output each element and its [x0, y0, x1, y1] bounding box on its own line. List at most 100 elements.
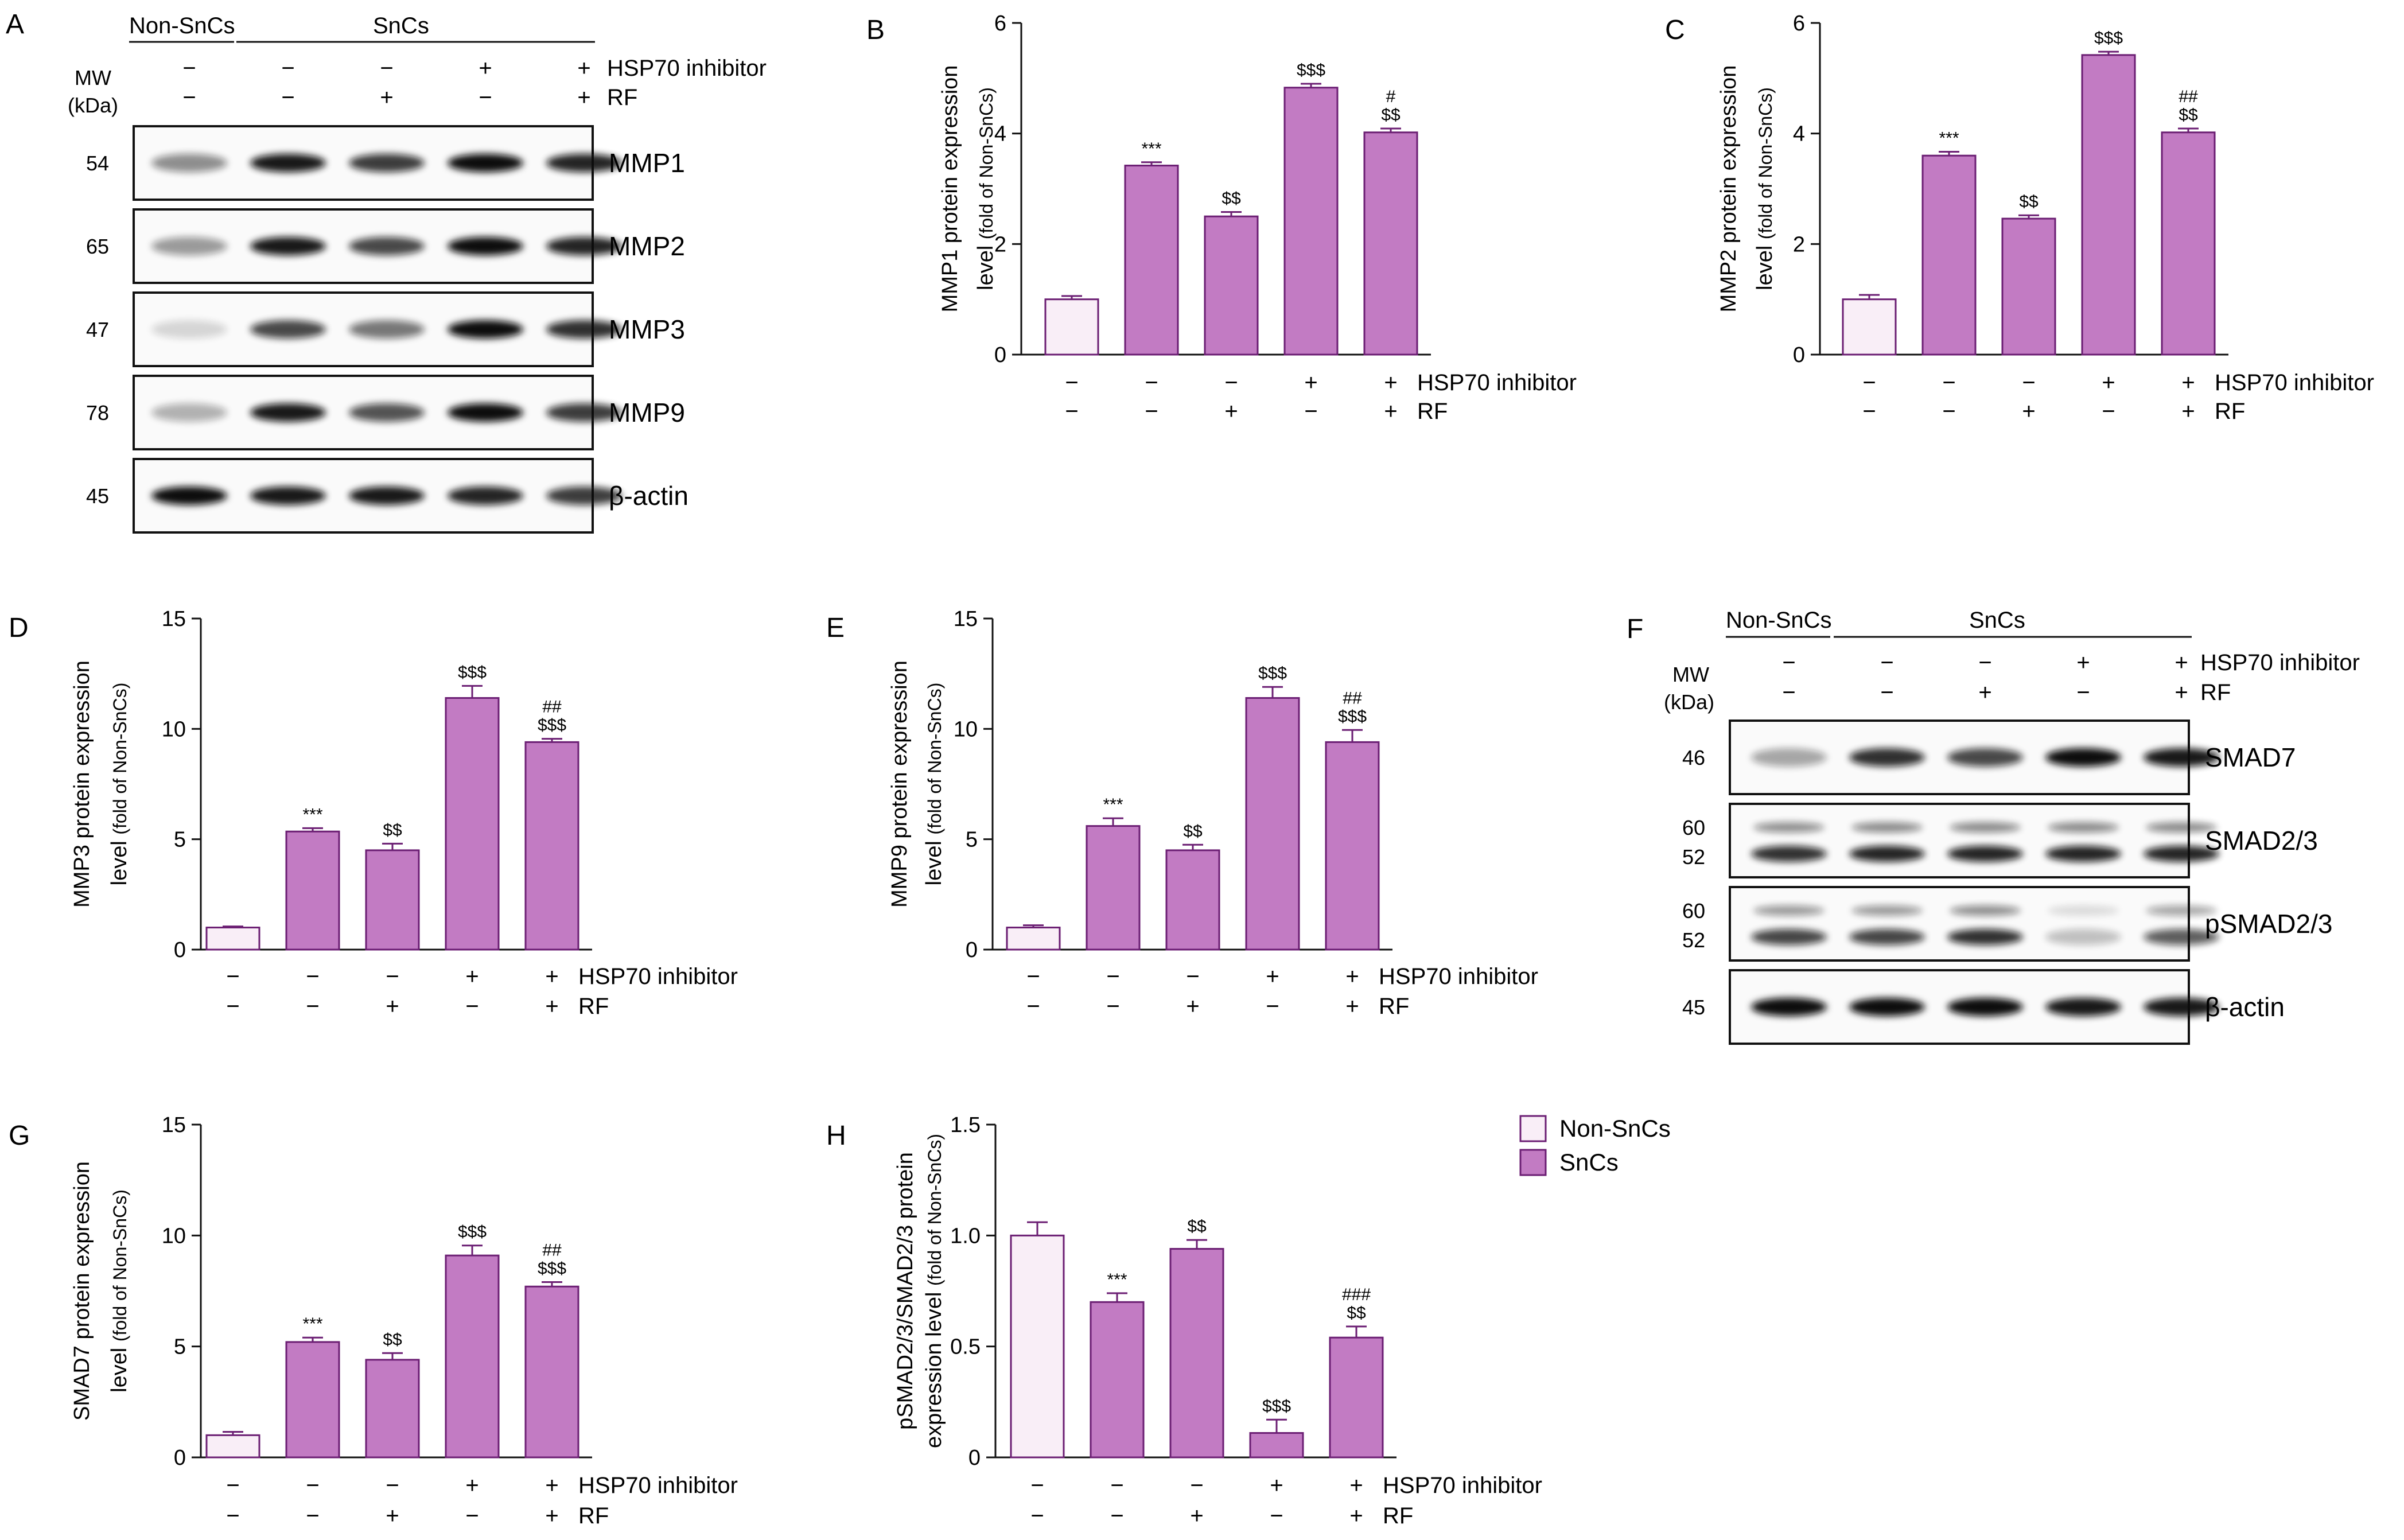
blot-f-hsp70-sign: +: [2175, 650, 2188, 675]
blot-a-band: [349, 487, 425, 505]
bar-h-3: [1249, 1432, 1304, 1459]
condition-hsp70-h: −: [1190, 1473, 1203, 1498]
bar-chart-g: G SMAD7 protein expression level (fold of …: [9, 1113, 738, 1529]
condition-rf-d: −: [306, 994, 319, 1019]
sig-marker-g: $$$: [458, 1223, 487, 1242]
bar-c-1: [1921, 154, 1977, 356]
condition-rf-h: +: [1349, 1503, 1363, 1529]
blot-a-rows: 54 MMP1 65 MMP2 47 MMP3 78 MMP9 45 β-actin: [86, 125, 688, 534]
panel-letter-e: E: [826, 613, 845, 643]
blot-f-band-upper: [1950, 822, 2021, 833]
bar-e-3: [1245, 697, 1300, 951]
bar-g-3: [445, 1254, 500, 1459]
blot-f-box-1: [1729, 803, 2190, 878]
y-axis-label-e: MMP9 protein expression: [888, 660, 912, 908]
blot-a-sncs-label: SnCs: [373, 13, 429, 38]
condition-hsp70-h: +: [1270, 1473, 1283, 1498]
blot-a-mw: 54: [86, 151, 109, 175]
blot-f-band: [2144, 998, 2219, 1016]
legend-swatch-non-sncs: [1519, 1115, 1547, 1142]
blot-a-band: [448, 403, 523, 422]
bar-h-1: [1090, 1301, 1145, 1459]
y-axis-label-line2-e: level (fold of Non-SnCs): [922, 683, 946, 886]
blot-a-band: [546, 487, 622, 505]
blot-a-mw: 78: [86, 401, 109, 425]
condition-rf-c: +: [2181, 399, 2195, 424]
y-tick-label-c: 2: [1793, 232, 1805, 256]
panel-letter-c: C: [1665, 15, 1685, 45]
blot-f-band: [2045, 748, 2121, 767]
condition-rf-h: −: [1270, 1503, 1283, 1529]
bar-g-4: [524, 1285, 579, 1459]
blot-f-kda-label: (kDa): [1664, 690, 1714, 714]
blot-f-band: [2045, 998, 2121, 1016]
sig-marker-c: $$: [2019, 192, 2039, 211]
bar-c-0: [1842, 298, 1897, 356]
hsp70-inhibitor-label-h: HSP70 inhibitor: [1383, 1473, 1542, 1498]
blot-f-band: [1751, 998, 1827, 1016]
rf-label-e: RF: [1379, 994, 1409, 1019]
sig-marker-h: $$$: [1262, 1397, 1291, 1415]
blot-a-mw: 65: [86, 235, 109, 258]
condition-hsp70-e: −: [1186, 964, 1199, 989]
blot-f-band: [2144, 748, 2219, 767]
y-tick-label-g: 5: [174, 1335, 186, 1359]
blot-a-mw-label: MW: [75, 66, 111, 90]
blot-f-protein-label: pSMAD2/3: [2205, 909, 2332, 939]
blot-a-hsp70-sign: +: [577, 56, 590, 81]
condition-hsp70-g: −: [386, 1473, 399, 1498]
blot-a-protein-label: MMP1: [609, 148, 685, 178]
panel-letter-f: F: [1627, 614, 1643, 644]
blot-f-band: [1849, 748, 1925, 767]
y-tick-label-h: 0.5: [950, 1335, 981, 1359]
blot-f-mw: 45: [1682, 995, 1705, 1019]
blot-f-band-lower: [1947, 846, 2023, 862]
rf-label-c: RF: [2215, 399, 2245, 424]
condition-rf-d: +: [545, 994, 558, 1019]
blot-f-band-upper: [2146, 822, 2217, 833]
blot-f-protein-label: SMAD2/3: [2205, 826, 2318, 855]
blot-f-box-2: [1729, 886, 2190, 962]
condition-rf-b: +: [1224, 399, 1238, 424]
bar-c-4: [2161, 131, 2216, 356]
blot-f-band: [1849, 998, 1925, 1016]
condition-rf-g: −: [226, 1503, 239, 1529]
bar-d-4: [524, 741, 579, 951]
sig-marker-d: $$: [383, 820, 402, 839]
sig-marker-h: ***: [1107, 1270, 1127, 1289]
blot-a-mw: 47: [86, 318, 109, 341]
condition-hsp70-d: +: [465, 964, 479, 989]
condition-hsp70-c: +: [2181, 370, 2195, 395]
blot-f-band: [1947, 998, 2023, 1016]
bar-g-1: [285, 1341, 340, 1459]
y-axis-label-b: MMP1 protein expression: [938, 65, 962, 313]
blot-a-rf-sign: −: [479, 85, 492, 110]
condition-hsp70-h: −: [1110, 1473, 1123, 1498]
blot-f-protein-label: β-actin: [2205, 992, 2285, 1022]
condition-hsp70-d: −: [386, 964, 399, 989]
rf-label-h: RF: [1383, 1503, 1413, 1529]
blot-a-band: [151, 487, 227, 505]
y-axis-label-g: SMAD7 protein expression: [70, 1161, 94, 1421]
blot-a-band: [448, 154, 523, 172]
condition-hsp70-b: −: [1065, 370, 1078, 395]
blot-a-band: [349, 320, 425, 339]
blot-a-band: [250, 487, 326, 505]
y-tick-label-c: 0: [1793, 343, 1805, 367]
blot-f-mw-upper: 60: [1682, 816, 1705, 839]
blot-f-band-upper: [1950, 905, 2021, 916]
y-tick-label-e: 10: [954, 717, 978, 741]
condition-rf-b: −: [1145, 399, 1158, 424]
condition-rf-c: −: [1942, 399, 1955, 424]
bar-h-4: [1329, 1336, 1384, 1459]
condition-rf-g: −: [465, 1503, 479, 1529]
condition-hsp70-g: −: [226, 1473, 239, 1498]
blot-a-rf-sign: −: [182, 85, 196, 110]
blot-f-hsp70-sign: −: [1978, 650, 1991, 675]
blot-f-rf-sign: −: [1782, 680, 1795, 705]
blot-f-mw-upper: 60: [1682, 899, 1705, 923]
bar-g-2: [365, 1359, 420, 1459]
sig-marker-c: $$: [2179, 106, 2198, 125]
sig-marker-d: $$$: [538, 716, 566, 735]
